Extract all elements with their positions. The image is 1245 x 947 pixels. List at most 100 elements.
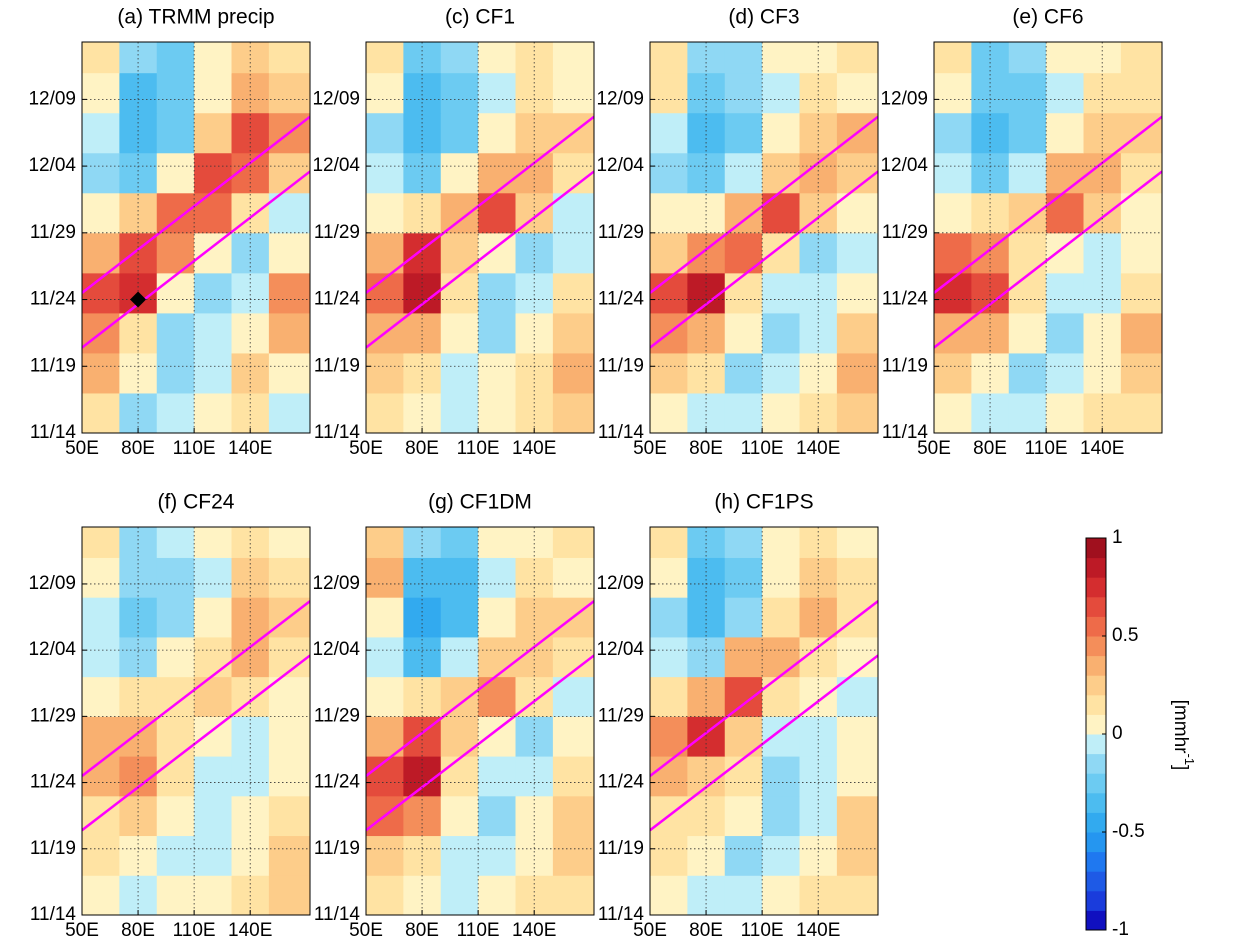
- colorbar-tick-label: 1: [1112, 527, 1123, 548]
- cell: [194, 795, 233, 837]
- cell: [268, 716, 310, 757]
- cell: [1120, 232, 1162, 274]
- cell: [762, 72, 801, 114]
- cell: [650, 527, 688, 558]
- y-tick-label: 12/09: [596, 573, 644, 594]
- colorbar-swatch: [1086, 753, 1106, 774]
- cell: [366, 152, 404, 194]
- cell: [82, 676, 120, 717]
- cell: [762, 352, 801, 394]
- cell: [724, 112, 763, 154]
- cell: [724, 835, 763, 876]
- cell: [440, 312, 479, 354]
- cell: [1046, 272, 1085, 314]
- cell: [82, 352, 120, 394]
- cell: [194, 112, 233, 154]
- y-tick-label: 12/09: [312, 88, 360, 109]
- colorbar-swatch: [1086, 812, 1106, 833]
- cell: [478, 835, 517, 876]
- label-sup: -1: [1182, 753, 1197, 765]
- cell: [1008, 392, 1047, 433]
- phase-line: [366, 654, 594, 832]
- cell: [934, 352, 972, 394]
- x-tick-label: 50E: [65, 438, 99, 459]
- cell: [478, 232, 517, 274]
- colorbar-tick-label: -0.5: [1112, 821, 1145, 842]
- cell: [1046, 392, 1085, 433]
- panel-title: (e) CF6: [1012, 6, 1083, 29]
- cell: [194, 152, 233, 194]
- cell: [1008, 192, 1047, 234]
- cell: [762, 875, 801, 915]
- colorbar-swatch: [1086, 714, 1106, 735]
- cell: [1120, 72, 1162, 114]
- plot-area: [82, 42, 310, 433]
- colorbar-swatch: [1086, 694, 1106, 715]
- cell: [156, 192, 195, 234]
- cell: [82, 875, 120, 915]
- colorbar-swatch: [1086, 538, 1106, 559]
- cell: [1008, 272, 1047, 314]
- cell: [194, 42, 233, 74]
- cell: [934, 152, 972, 194]
- cell: [366, 232, 404, 274]
- cell: [650, 597, 688, 638]
- plot-area: [650, 527, 878, 915]
- label-text: [mmhr: [1170, 700, 1191, 755]
- cell: [156, 835, 195, 876]
- colorbar-swatch: [1086, 557, 1106, 578]
- cell: [82, 716, 120, 757]
- cell: [1046, 42, 1085, 74]
- cell: [82, 42, 120, 74]
- cell: [1120, 42, 1162, 74]
- cell: [836, 272, 878, 314]
- panel-title: (f) CF24: [157, 491, 234, 514]
- cell: [268, 392, 310, 433]
- y-tick-label: 12/04: [312, 639, 360, 660]
- y-tick-label: 12/04: [880, 155, 928, 176]
- cell: [156, 557, 195, 598]
- cell: [836, 875, 878, 915]
- colorbar-swatch: [1086, 596, 1106, 617]
- cell: [762, 312, 801, 354]
- x-tick-label: 80E: [121, 438, 155, 459]
- cell: [478, 597, 517, 638]
- cell: [650, 152, 688, 194]
- cell: [836, 42, 878, 74]
- cell: [268, 557, 310, 598]
- cell: [268, 312, 310, 354]
- x-tick-label: 110E: [457, 920, 500, 941]
- colorbar-swatch: [1086, 792, 1106, 813]
- cell: [156, 527, 195, 558]
- y-tick-label: 11/14: [30, 904, 77, 925]
- cell: [156, 232, 195, 274]
- cell: [934, 232, 972, 274]
- cell: [440, 232, 479, 274]
- cell: [194, 192, 233, 234]
- cell: [552, 232, 594, 274]
- y-tick-label: 12/09: [596, 88, 644, 109]
- plot-area: [366, 42, 594, 433]
- cell: [82, 392, 120, 433]
- cell: [440, 392, 479, 433]
- cell: [268, 192, 310, 234]
- cell: [268, 676, 310, 717]
- cell: [156, 756, 195, 797]
- cell: [650, 716, 688, 757]
- y-tick-label: 12/09: [28, 573, 76, 594]
- panel-title: (h) CF1PS: [714, 491, 813, 514]
- colorbar-swatch: [1086, 851, 1106, 872]
- x-tick-label: 140E: [228, 920, 272, 941]
- y-tick-label: 11/14: [598, 904, 645, 925]
- phase-line: [366, 600, 594, 777]
- x-tick-label: 140E: [512, 920, 556, 941]
- label-end: ]: [1170, 765, 1191, 770]
- cell: [82, 232, 120, 274]
- axes-frame: [365, 526, 595, 916]
- cell: [1120, 352, 1162, 394]
- cell: [440, 272, 479, 314]
- cell: [268, 875, 310, 915]
- cell: [836, 756, 878, 797]
- cell: [934, 112, 972, 154]
